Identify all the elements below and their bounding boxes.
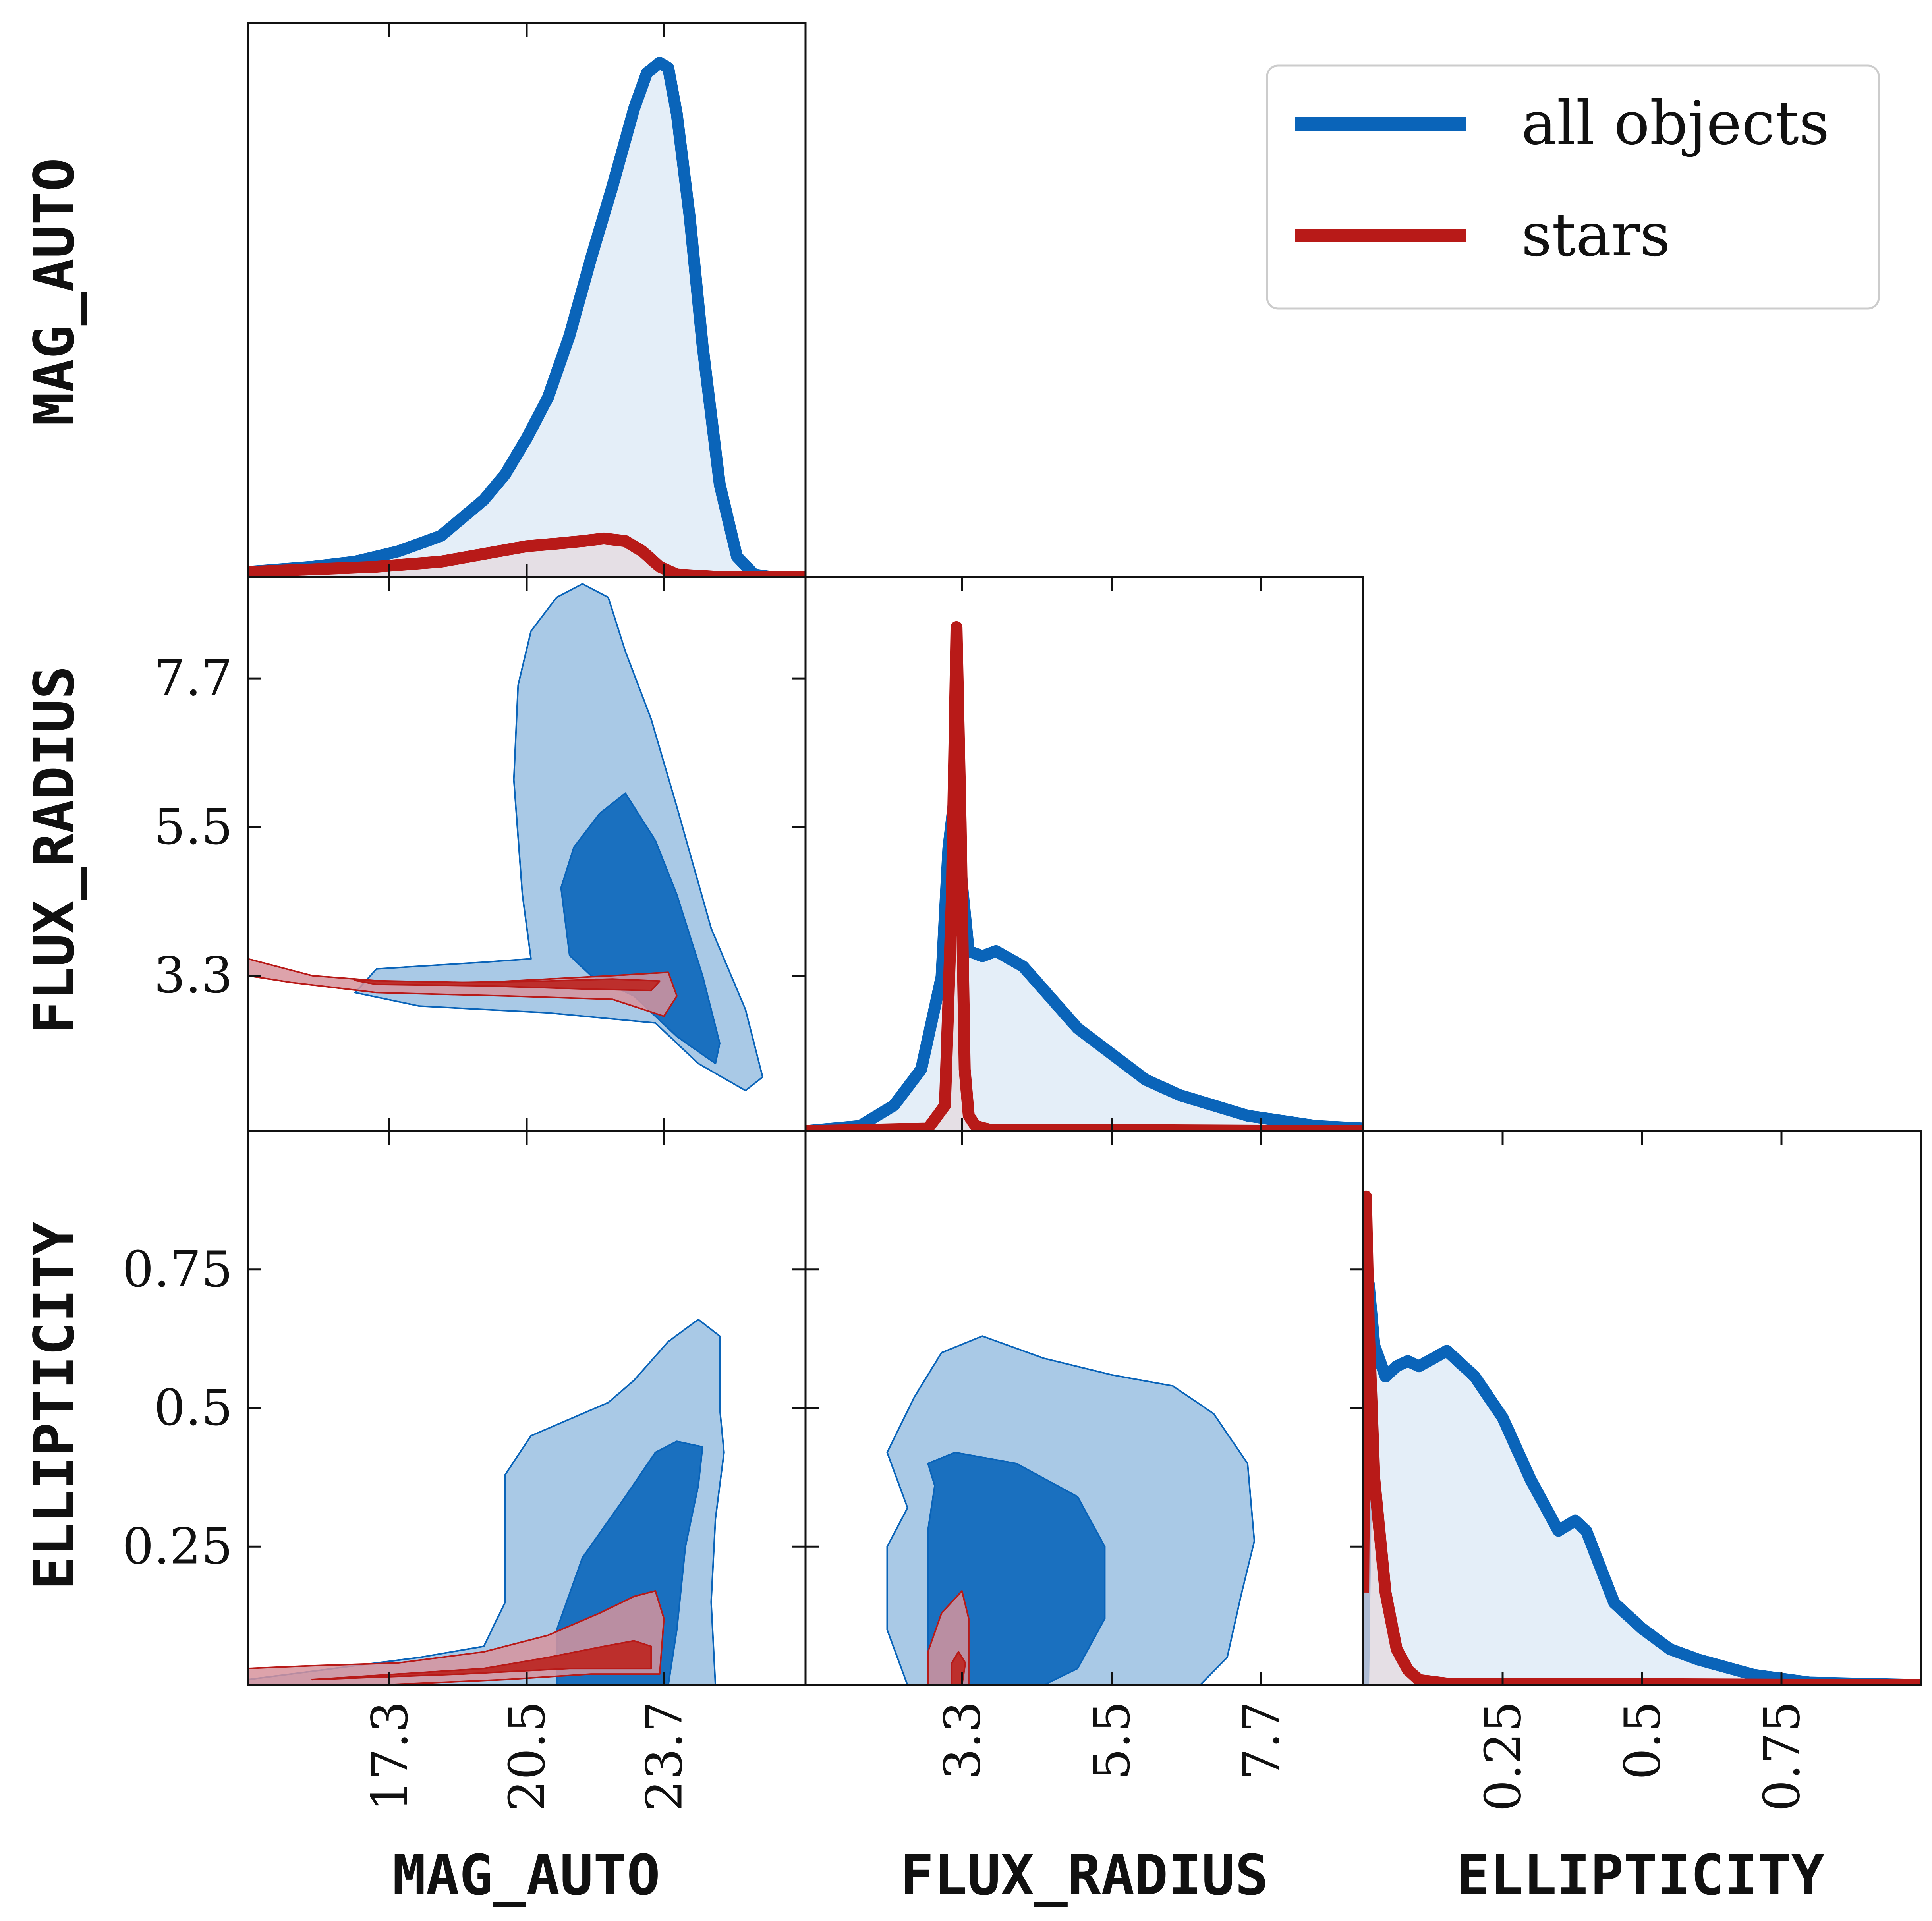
legend-label-all-objects: all objects — [1521, 89, 1830, 158]
contour-stars-inner — [311, 1640, 652, 1681]
xlabel-ellipticity: ELLIPTICITY — [1456, 1843, 1824, 1908]
xtick-label-flux-radius: 7.7 — [1233, 1701, 1291, 1780]
ytick-label-flux-radius: 7.7 — [154, 649, 233, 707]
tick-marks — [248, 23, 1783, 1685]
ytick-label-flux-radius: 5.5 — [154, 798, 233, 855]
marginal-ellipticity — [1363, 1190, 1921, 1685]
tick-labels: 3.3 5.5 7.7 0.25 0.5 0.75 17.3 20.5 23.7 3.3 5.5 7.… — [122, 649, 1811, 1811]
ytick-label-ellipticity: 0.25 — [122, 1517, 233, 1575]
xlabel-mag-auto: MAG_AUTO — [392, 1843, 660, 1908]
marginal-mag-auto — [248, 57, 806, 577]
xtick-label-ellipticity: 0.5 — [1614, 1701, 1671, 1780]
ylabel-ellipticity: ELLIPTICITY — [22, 1222, 87, 1590]
ylabel-flux-radius: FLUX_RADIUS — [22, 666, 87, 1034]
contour-all-objects-inner — [927, 1452, 1106, 1685]
marginal-fill-mag-auto-all-objects — [248, 63, 806, 577]
marginal-line-mag-auto-all-objects — [248, 57, 806, 577]
ytick-label-ellipticity: 0.5 — [154, 1379, 233, 1437]
xlabel-flux-radius: FLUX_RADIUS — [900, 1843, 1268, 1908]
joint-mag-auto-ellipticity — [248, 1319, 725, 1685]
joint-mag-auto-flux-radius — [248, 583, 763, 1091]
panels — [248, 57, 1921, 1685]
ylabel-mag-auto: MAG_AUTO — [22, 158, 87, 426]
legend: all objects stars — [1266, 64, 1880, 310]
xtick-label-mag-auto: 23.7 — [636, 1701, 694, 1811]
marginal-line-ellipticity-stars — [1363, 1190, 1921, 1685]
marginal-fill-ellipticity-all-objects — [1363, 1284, 1921, 1685]
marginal-line-mag-auto-stars — [248, 532, 806, 577]
xtick-label-mag-auto: 17.3 — [361, 1701, 419, 1811]
marginal-line-flux-radius-stars — [806, 621, 1363, 1131]
xtick-label-flux-radius: 5.5 — [1084, 1701, 1141, 1780]
ytick-label-ellipticity: 0.75 — [122, 1241, 233, 1298]
xtick-label-flux-radius: 3.3 — [934, 1701, 991, 1780]
xtick-label-mag-auto: 20.5 — [498, 1701, 556, 1811]
legend-label-stars: stars — [1521, 201, 1670, 270]
contour-stars-inner — [354, 978, 661, 992]
marginal-flux-radius — [806, 621, 1363, 1131]
ytick-label-flux-radius: 3.3 — [154, 947, 233, 1004]
marginal-line-flux-radius-all-objects — [806, 786, 1363, 1131]
xtick-label-ellipticity: 0.25 — [1474, 1701, 1532, 1811]
xtick-label-ellipticity: 0.75 — [1753, 1701, 1811, 1811]
joint-flux-radius-ellipticity — [886, 1335, 1255, 1685]
marginal-line-ellipticity-all-objects — [1363, 1278, 1921, 1685]
marginal-fill-flux-radius-all-objects — [806, 792, 1363, 1131]
